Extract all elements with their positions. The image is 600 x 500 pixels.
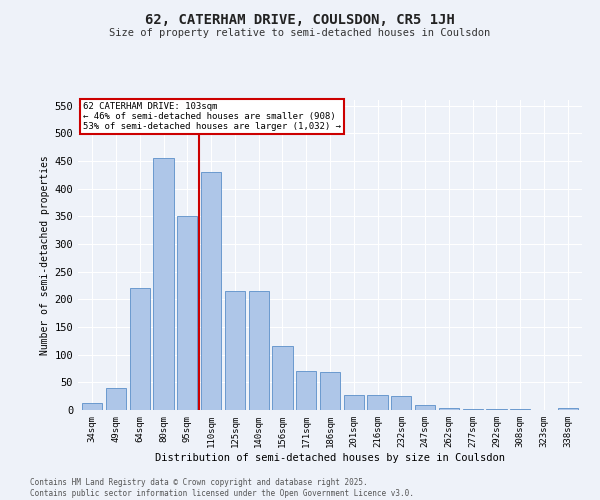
- X-axis label: Distribution of semi-detached houses by size in Coulsdon: Distribution of semi-detached houses by …: [155, 452, 505, 462]
- Bar: [154, 158, 173, 410]
- Bar: [463, 409, 483, 410]
- Bar: [296, 371, 316, 410]
- Bar: [248, 291, 269, 410]
- Text: Contains HM Land Registry data © Crown copyright and database right 2025.
Contai: Contains HM Land Registry data © Crown c…: [30, 478, 414, 498]
- Bar: [320, 372, 340, 410]
- Text: 62, CATERHAM DRIVE, COULSDON, CR5 1JH: 62, CATERHAM DRIVE, COULSDON, CR5 1JH: [145, 12, 455, 26]
- Bar: [367, 395, 388, 410]
- Bar: [344, 394, 364, 410]
- Bar: [130, 288, 150, 410]
- Text: Size of property relative to semi-detached houses in Coulsdon: Size of property relative to semi-detach…: [109, 28, 491, 38]
- Y-axis label: Number of semi-detached properties: Number of semi-detached properties: [40, 155, 50, 355]
- Bar: [106, 388, 126, 410]
- Bar: [557, 408, 578, 410]
- Bar: [225, 291, 245, 410]
- Bar: [391, 396, 412, 410]
- Bar: [82, 404, 103, 410]
- Bar: [439, 408, 459, 410]
- Bar: [201, 172, 221, 410]
- Text: 62 CATERHAM DRIVE: 103sqm
← 46% of semi-detached houses are smaller (908)
53% of: 62 CATERHAM DRIVE: 103sqm ← 46% of semi-…: [83, 102, 341, 132]
- Bar: [177, 216, 197, 410]
- Bar: [415, 405, 435, 410]
- Bar: [272, 346, 293, 410]
